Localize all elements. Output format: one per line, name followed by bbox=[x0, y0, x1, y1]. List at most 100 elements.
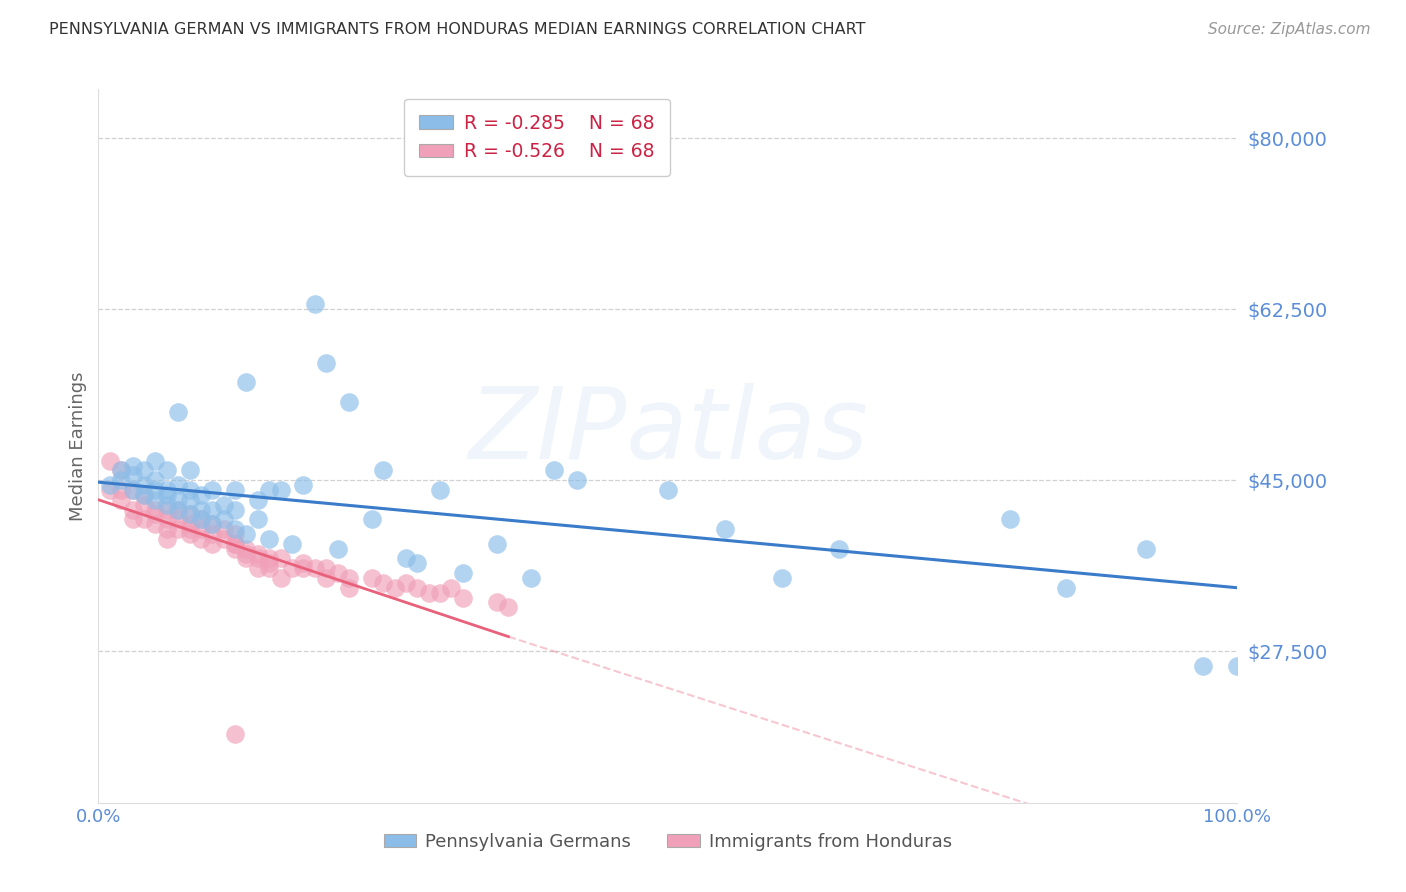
Point bbox=[156, 463, 179, 477]
Point bbox=[212, 532, 235, 546]
Point bbox=[121, 512, 143, 526]
Point bbox=[224, 527, 246, 541]
Point bbox=[212, 498, 235, 512]
Point bbox=[190, 512, 212, 526]
Point bbox=[360, 571, 382, 585]
Point bbox=[337, 395, 360, 409]
Point bbox=[406, 581, 429, 595]
Point bbox=[110, 473, 132, 487]
Point bbox=[315, 561, 337, 575]
Point bbox=[224, 502, 246, 516]
Point bbox=[406, 557, 429, 571]
Point bbox=[259, 557, 281, 571]
Point bbox=[384, 581, 406, 595]
Point bbox=[259, 483, 281, 497]
Point bbox=[224, 727, 246, 741]
Point bbox=[190, 532, 212, 546]
Point bbox=[395, 551, 418, 566]
Point bbox=[179, 527, 201, 541]
Point bbox=[224, 537, 246, 551]
Point bbox=[190, 502, 212, 516]
Point bbox=[246, 551, 269, 566]
Point bbox=[371, 463, 394, 477]
Point bbox=[167, 502, 190, 516]
Point bbox=[270, 483, 292, 497]
Point bbox=[337, 571, 360, 585]
Point bbox=[145, 492, 167, 507]
Point bbox=[281, 561, 304, 575]
Point bbox=[179, 508, 201, 522]
Point bbox=[246, 547, 269, 561]
Point bbox=[440, 581, 463, 595]
Y-axis label: Median Earnings: Median Earnings bbox=[69, 371, 87, 521]
Point bbox=[360, 512, 382, 526]
Point bbox=[828, 541, 851, 556]
Point bbox=[1054, 581, 1078, 595]
Point bbox=[110, 463, 132, 477]
Point bbox=[98, 478, 121, 492]
Point bbox=[1226, 659, 1249, 673]
Point bbox=[145, 453, 167, 467]
Point bbox=[110, 483, 132, 497]
Point bbox=[246, 492, 269, 507]
Point bbox=[259, 532, 281, 546]
Point bbox=[212, 512, 235, 526]
Point bbox=[201, 517, 224, 532]
Point bbox=[565, 473, 588, 487]
Point bbox=[292, 557, 315, 571]
Point bbox=[167, 512, 190, 526]
Point bbox=[121, 468, 143, 483]
Point bbox=[145, 517, 167, 532]
Point bbox=[259, 561, 281, 575]
Point bbox=[201, 527, 224, 541]
Point bbox=[235, 527, 257, 541]
Point bbox=[156, 512, 179, 526]
Point bbox=[132, 488, 155, 502]
Point bbox=[179, 463, 201, 477]
Point bbox=[121, 502, 143, 516]
Point bbox=[429, 483, 451, 497]
Point bbox=[498, 600, 520, 615]
Point bbox=[179, 517, 201, 532]
Point bbox=[132, 478, 155, 492]
Point bbox=[657, 483, 679, 497]
Point bbox=[145, 508, 167, 522]
Point bbox=[145, 473, 167, 487]
Point bbox=[110, 463, 132, 477]
Point bbox=[110, 492, 132, 507]
Point bbox=[121, 483, 143, 497]
Point bbox=[270, 551, 292, 566]
Point bbox=[246, 561, 269, 575]
Point bbox=[190, 522, 212, 536]
Point bbox=[121, 483, 143, 497]
Point bbox=[543, 463, 565, 477]
Legend: Pennsylvania Germans, Immigrants from Honduras: Pennsylvania Germans, Immigrants from Ho… bbox=[377, 826, 959, 858]
Point bbox=[156, 522, 179, 536]
Point bbox=[145, 483, 167, 497]
Point bbox=[714, 522, 737, 536]
Point bbox=[235, 541, 257, 556]
Point bbox=[132, 488, 155, 502]
Point bbox=[246, 512, 269, 526]
Point bbox=[259, 551, 281, 566]
Point bbox=[304, 561, 326, 575]
Point bbox=[167, 492, 190, 507]
Point bbox=[201, 483, 224, 497]
Point bbox=[179, 483, 201, 497]
Point bbox=[179, 492, 201, 507]
Text: ZIPatlas: ZIPatlas bbox=[468, 384, 868, 480]
Point bbox=[486, 537, 509, 551]
Point bbox=[451, 591, 474, 605]
Point bbox=[167, 405, 190, 419]
Point bbox=[224, 522, 246, 536]
Point bbox=[235, 547, 257, 561]
Point bbox=[429, 585, 451, 599]
Point bbox=[201, 537, 224, 551]
Point bbox=[132, 463, 155, 477]
Point bbox=[998, 512, 1021, 526]
Point bbox=[395, 575, 418, 590]
Point bbox=[326, 541, 349, 556]
Point bbox=[156, 532, 179, 546]
Point bbox=[326, 566, 349, 580]
Point bbox=[224, 541, 246, 556]
